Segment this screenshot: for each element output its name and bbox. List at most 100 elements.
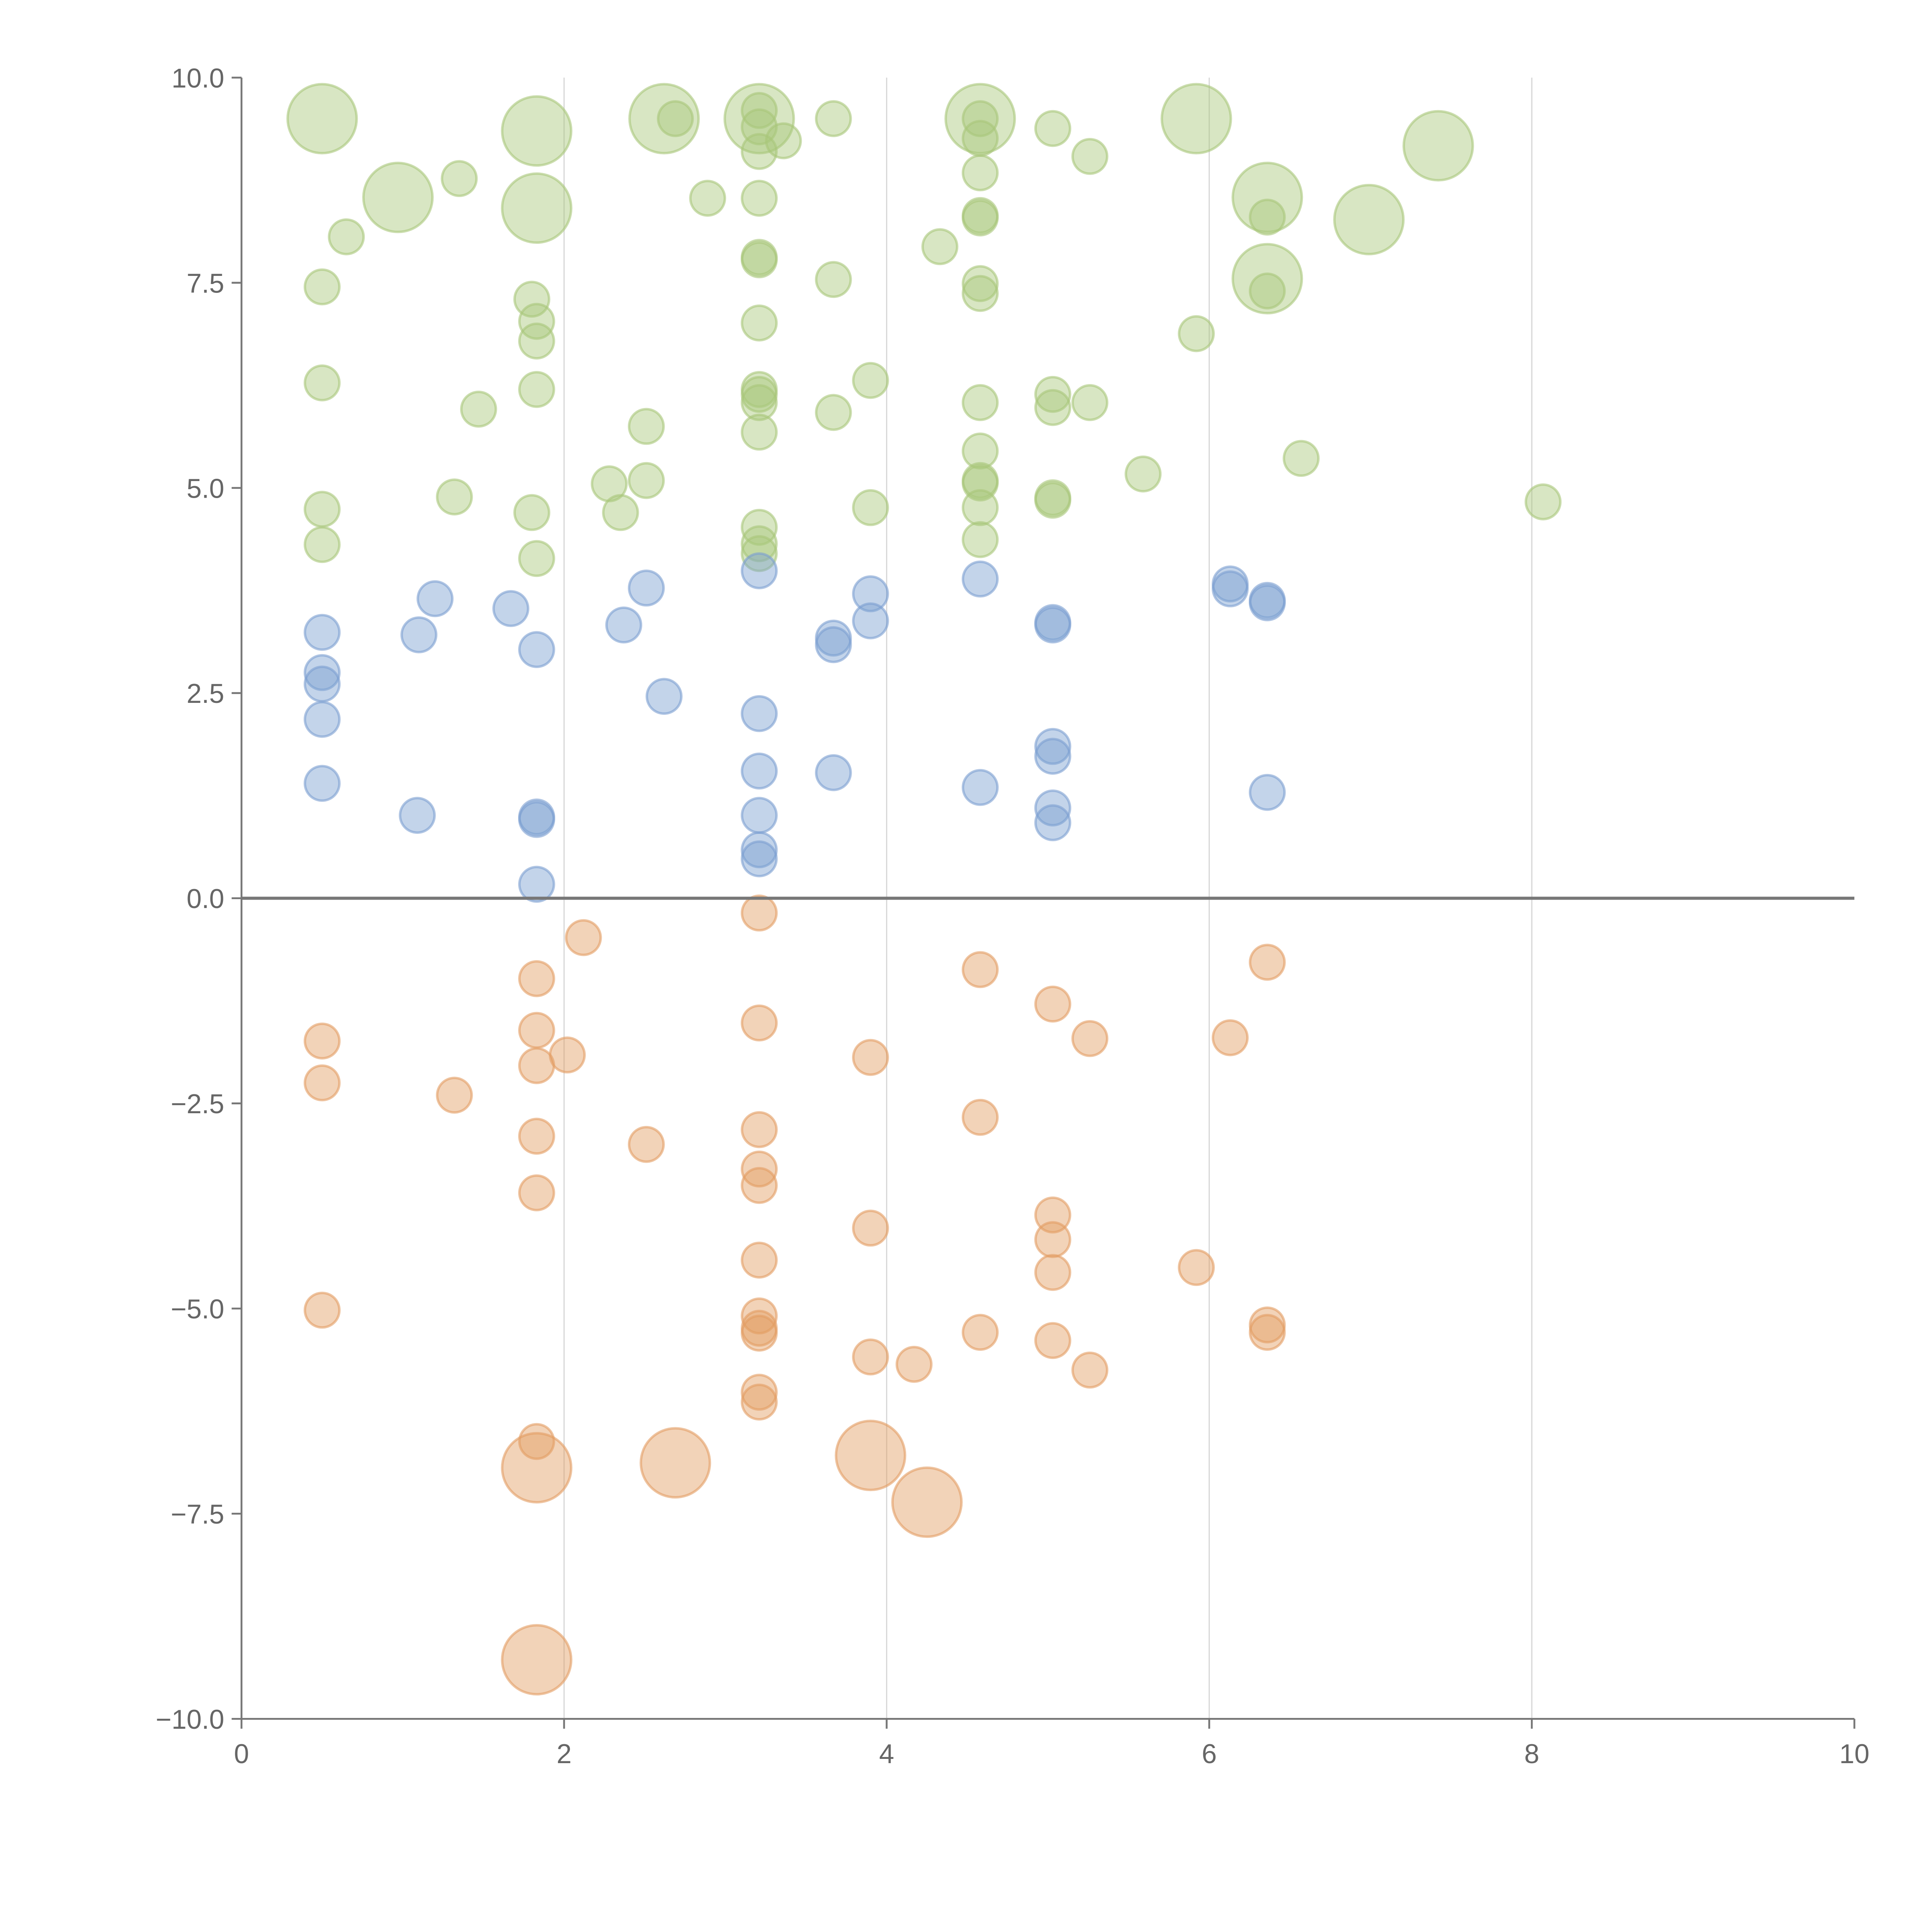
data-point: [961, 199, 999, 236]
data-point: [501, 1624, 573, 1696]
data-point: [602, 494, 639, 531]
data-point: [518, 1117, 555, 1155]
data-point: [303, 1291, 341, 1329]
data-point: [852, 1039, 889, 1076]
data-point: [891, 1466, 963, 1538]
data-point: [961, 275, 999, 312]
data-point: [741, 695, 778, 732]
data-point: [741, 241, 778, 279]
data-point: [303, 364, 341, 401]
y-axis-ticks: 10.0 7.5 5.0 2.5 0.0 −2.5 −5.0 −7.5 −10.0: [156, 63, 242, 1735]
y-tick-label: −2.5: [171, 1088, 224, 1119]
data-point: [741, 1315, 778, 1352]
data-point: [1248, 774, 1286, 811]
data-point: [741, 384, 778, 421]
data-point: [741, 413, 778, 451]
x-tick-label: 2: [556, 1738, 571, 1769]
data-point: [1333, 184, 1405, 255]
y-tick-label: 5.0: [187, 473, 224, 503]
data-point: [1402, 110, 1474, 182]
data-point: [518, 1012, 555, 1049]
data-point: [961, 120, 999, 157]
data-point: [501, 95, 573, 167]
y-tick-label: 0.0: [187, 883, 224, 914]
data-point: [436, 478, 473, 515]
data-point: [1248, 944, 1286, 981]
y-tick-label: 7.5: [187, 268, 224, 298]
data-point: [1034, 376, 1071, 413]
data-point: [741, 552, 778, 590]
data-point: [961, 384, 999, 421]
data-point: [440, 160, 478, 197]
x-tick-label: 10: [1839, 1738, 1869, 1769]
data-point: [286, 83, 358, 155]
data-point: [1034, 1221, 1071, 1258]
data-point: [1071, 384, 1109, 421]
data-point: [518, 371, 555, 408]
data-point: [1034, 804, 1071, 842]
data-point: [961, 1099, 999, 1136]
data-point: [518, 1174, 555, 1211]
data-point: [741, 180, 778, 217]
data-point: [852, 1338, 889, 1376]
data-point: [513, 494, 551, 531]
data-point: [518, 1047, 555, 1084]
x-tick-label: 4: [879, 1738, 894, 1769]
data-point: [565, 919, 602, 956]
data-point: [518, 322, 555, 360]
data-point: [328, 218, 365, 255]
data-point: [303, 665, 341, 703]
data-point: [1034, 1322, 1071, 1359]
x-axis-ticks: 0 2 4 6 8 10: [234, 1719, 1869, 1769]
data-point: [518, 540, 555, 577]
data-point: [741, 1167, 778, 1204]
data-point: [1248, 272, 1286, 310]
data-point: [741, 1004, 778, 1042]
data-point: [303, 1064, 341, 1102]
data-point: [417, 580, 454, 617]
data-point: [1034, 738, 1071, 775]
data-point: [303, 526, 341, 563]
data-point: [961, 265, 999, 302]
data-point: [518, 866, 555, 903]
data-point: [765, 122, 802, 160]
data-point: [852, 602, 889, 639]
data-point: [518, 303, 555, 340]
data-point: [628, 408, 665, 445]
data-point: [815, 100, 852, 137]
data-point: [639, 1427, 711, 1499]
y-tick-label: 10.0: [172, 63, 224, 93]
data-point: [1211, 570, 1249, 607]
data-point: [815, 261, 852, 298]
data-point: [741, 895, 778, 932]
data-point: [628, 462, 665, 499]
data-point: [961, 432, 999, 470]
data-point: [645, 678, 683, 715]
data-point: [1071, 1020, 1109, 1057]
data-point: [723, 83, 795, 155]
data-point: [513, 281, 551, 318]
data-point: [1071, 138, 1109, 175]
data-point: [961, 489, 999, 526]
y-tick-label: −5.0: [171, 1294, 224, 1324]
data-point: [1034, 1254, 1071, 1291]
data-point: [1034, 985, 1071, 1023]
data-point: [1178, 1249, 1215, 1286]
data-point: [741, 752, 778, 790]
data-point: [921, 228, 959, 265]
data-point: [605, 606, 643, 644]
data-point: [1034, 110, 1071, 147]
data-point: [303, 614, 341, 651]
data-point: [628, 1126, 665, 1163]
data-point: [741, 1242, 778, 1279]
data-point: [303, 765, 341, 802]
x-tick-label: 8: [1524, 1738, 1539, 1769]
data-point: [741, 1374, 778, 1411]
data-point: [303, 1022, 341, 1060]
data-point: [852, 1209, 889, 1247]
data-point: [961, 1314, 999, 1351]
data-point: [400, 616, 437, 653]
data-point: [1248, 199, 1286, 236]
data-point: [741, 1111, 778, 1148]
data-point: [1524, 483, 1562, 520]
